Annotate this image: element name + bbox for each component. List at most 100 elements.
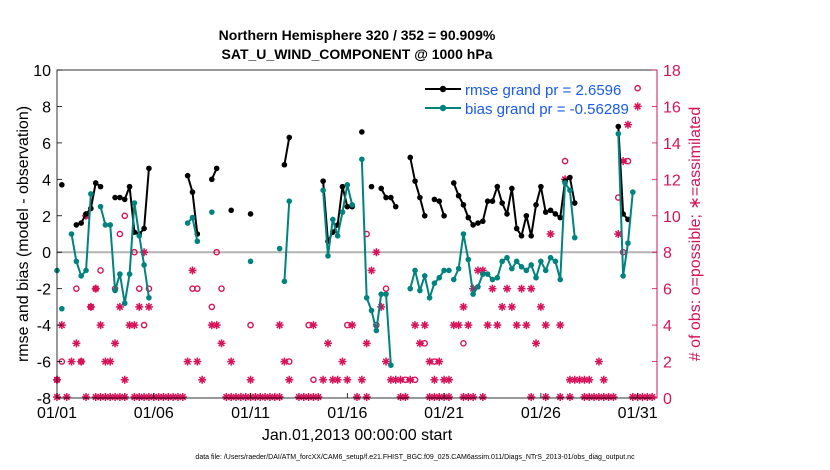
obs-possible-marker xyxy=(135,285,143,292)
obs-star-stroke xyxy=(595,358,603,365)
series-group xyxy=(54,123,636,369)
obs-assimilated-marker xyxy=(246,375,255,384)
series-rmse-point xyxy=(431,196,438,203)
obs-star-stroke xyxy=(435,358,443,365)
obs-star-stroke xyxy=(77,358,85,365)
obs-star-stroke xyxy=(556,393,564,401)
obs-star-stroke xyxy=(116,303,124,311)
series-rmse-point xyxy=(533,202,539,208)
obs-possible-marker xyxy=(140,321,148,329)
obs-possible-marker xyxy=(73,285,80,292)
series-bias-point xyxy=(194,238,201,245)
obs-star-stroke xyxy=(155,393,162,401)
series-rmse-point xyxy=(281,161,288,168)
legend-rmse-marker xyxy=(439,85,447,93)
obs-star-stroke xyxy=(305,393,312,401)
series-bias-point xyxy=(121,300,128,307)
series-bias-point xyxy=(480,271,486,277)
series-rmse-point xyxy=(528,233,534,239)
y-tick-label-right: 14 xyxy=(663,136,681,153)
obs-star-stroke xyxy=(489,285,496,292)
series-bias-point xyxy=(571,234,578,241)
obs-star-stroke xyxy=(547,230,554,238)
x-tick-label: 01/01 xyxy=(37,405,77,422)
obs-assimilated-marker xyxy=(198,375,207,384)
series-rmse-line xyxy=(283,137,291,165)
series-bias-point xyxy=(552,258,559,265)
obs-assimilated-marker xyxy=(314,393,323,401)
series-bias-point xyxy=(475,284,481,290)
obs-assimilated-marker xyxy=(144,302,153,311)
obs-star-stroke xyxy=(324,340,332,347)
obs-star-stroke xyxy=(600,393,608,401)
obs-star-stroke xyxy=(397,393,404,401)
series-bias-point xyxy=(102,222,109,228)
obs-star-stroke xyxy=(566,393,574,401)
obs-assimilated-marker xyxy=(628,393,637,401)
legend: rmse grand pr = 2.6596 bias grand pr = -… xyxy=(425,82,629,118)
obs-assimilated-marker xyxy=(565,393,574,401)
obs-star-stroke xyxy=(634,103,641,110)
series-bias-point xyxy=(330,216,336,223)
obs-star-stroke xyxy=(605,393,612,401)
obs-assimilated-marker xyxy=(343,375,352,384)
obs-star-stroke xyxy=(571,376,579,384)
series-rmse-point xyxy=(112,194,118,201)
obs-star-stroke xyxy=(63,393,71,401)
obs-star-stroke xyxy=(542,321,550,329)
obs-assimilated-marker xyxy=(435,357,444,366)
series-rmse-point xyxy=(83,211,89,217)
y-tick-label-left: 10 xyxy=(33,63,51,80)
series-bias-point xyxy=(533,274,539,281)
obs-star-stroke xyxy=(406,376,414,384)
series-rmse-point xyxy=(513,225,520,232)
series-rmse-point xyxy=(436,198,443,204)
series-bias-point xyxy=(189,214,196,221)
y-tick-label-right: 0 xyxy=(663,391,672,408)
obs-star-stroke xyxy=(363,340,371,347)
obs-assimilated-marker xyxy=(280,357,289,366)
obs-star-stroke xyxy=(382,358,390,365)
obs-star-stroke xyxy=(261,393,269,401)
obs-assimilated-marker xyxy=(546,230,555,238)
x-tick-label: 01/11 xyxy=(231,405,270,422)
obs-possible-marker xyxy=(121,212,129,220)
obs-assimilated-marker xyxy=(101,357,110,366)
series-rmse-point xyxy=(509,185,515,192)
obs-star-stroke xyxy=(73,340,80,347)
series-rmse-point xyxy=(339,183,346,190)
obs-star-stroke xyxy=(392,376,400,384)
series-rmse-point xyxy=(247,211,254,217)
obs-star-stroke xyxy=(629,393,637,401)
obs-assimilated-marker xyxy=(227,393,236,401)
legend-rmse-label: rmse grand pr = 2.6596 xyxy=(465,82,621,99)
series-bias-point xyxy=(557,276,564,283)
obs-star-stroke xyxy=(131,321,138,329)
obs-assimilated-marker xyxy=(319,375,328,384)
obs-assimilated-marker xyxy=(444,375,453,384)
series-rmse-point xyxy=(78,220,84,226)
series-rmse-point xyxy=(407,154,414,161)
obs-star-stroke xyxy=(464,321,472,329)
obs-assimilated-marker xyxy=(236,393,245,401)
obs-star-stroke xyxy=(527,285,535,292)
series-bias-point xyxy=(325,253,331,259)
series-rmse-point xyxy=(97,183,104,190)
obs-assimilated-marker xyxy=(425,357,434,366)
obs-assimilated-marker xyxy=(430,375,439,384)
obs-star-stroke xyxy=(179,393,187,401)
obs-star-stroke xyxy=(464,393,472,401)
series-rmse-point xyxy=(344,203,351,210)
obs-star-stroke xyxy=(247,376,254,384)
obs-star-stroke xyxy=(145,393,153,401)
obs-assimilated-marker xyxy=(527,284,536,293)
series-rmse-point xyxy=(286,134,293,141)
series-rmse-point xyxy=(228,207,234,214)
obs-star-stroke xyxy=(135,393,143,401)
obs-star-stroke xyxy=(581,376,588,384)
obs-possible-marker xyxy=(213,248,220,256)
obs-assimilated-marker xyxy=(478,393,487,401)
axes: -8 -6 -4 -2 0 2 4 6 8 10 0 2 4 6 8 10 12 14 16 18 01/01 01/06… xyxy=(33,63,681,422)
obs-star-stroke xyxy=(285,376,293,384)
